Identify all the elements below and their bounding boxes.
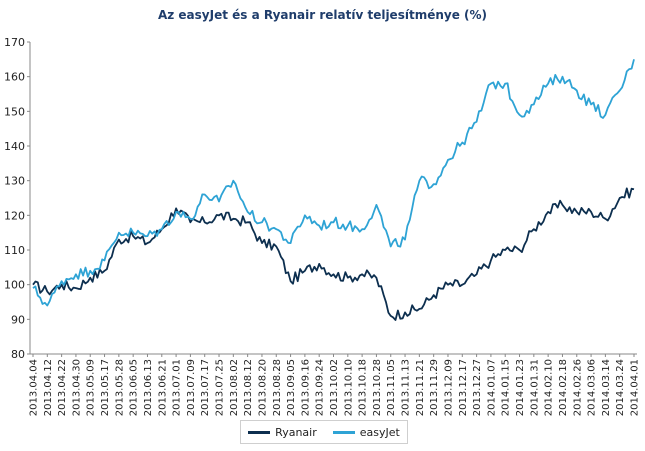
x-tick-label: 2013.09.16 (300, 359, 311, 416)
x-tick-label: 2014.01.31 (529, 359, 540, 416)
chart-title: Az easyJet és a Ryanair relatív teljesít… (157, 8, 488, 22)
chart-legend: Ryanair easyJet (240, 420, 408, 444)
x-tick-label: 2013.11.05 (386, 359, 397, 416)
x-tick-label: 2014.01.07 (486, 359, 497, 416)
x-tick-label: 2013.11.21 (415, 359, 426, 416)
y-tick-label: 140 (4, 140, 25, 153)
x-tick-label: 2014.02.18 (558, 359, 569, 416)
y-tick-label: 120 (4, 209, 25, 222)
x-tick-label: 2013.04.04 (29, 359, 40, 416)
legend-swatch-ryanair (248, 430, 271, 434)
x-tick-label: 2013.04.22 (57, 359, 68, 416)
legend-item-ryanair: Ryanair (248, 426, 317, 439)
x-tick-label: 2014.03.06 (587, 359, 598, 416)
x-tick-label: 2013.04.30 (71, 359, 82, 416)
x-tick-label: 2014.02.10 (544, 359, 555, 416)
y-tick-label: 150 (4, 105, 25, 118)
x-tick-label: 2013.12.17 (458, 359, 469, 416)
x-tick-label: 2013.07.25 (215, 359, 226, 416)
y-tick-label: 170 (4, 36, 25, 49)
y-tick-label: 160 (4, 71, 25, 84)
x-tick-label: 2013.05.17 (100, 359, 111, 416)
legend-item-easyjet: easyJet (332, 425, 400, 439)
y-tick-label: 110 (4, 244, 25, 257)
x-tick-label: 2013.06.05 (129, 359, 140, 416)
x-tick-label: 2013.12.09 (443, 359, 454, 416)
x-tick-label: 2013.09.24 (315, 359, 326, 416)
x-tick-label: 2013.04.12 (43, 359, 54, 416)
x-tick-label: 2013.05.28 (114, 359, 125, 416)
x-tick-label: 2013.07.01 (172, 359, 183, 416)
x-tick-label: 2014.03.14 (601, 359, 612, 416)
x-tick-label: 2013.05.09 (86, 359, 97, 416)
legend-label-easyjet: easyJet (359, 425, 400, 439)
x-tick-label: 2013.08.02 (229, 359, 240, 416)
x-tick-label: 2014.03.24 (615, 359, 626, 416)
x-tick-label: 2013.08.20 (257, 359, 268, 416)
y-tick-label: 90 (11, 313, 25, 326)
y-tick-label: 100 (4, 279, 25, 292)
x-tick-label: 2014.04.01 (630, 359, 641, 416)
x-tick-label: 2013.10.18 (358, 359, 369, 416)
y-tick-label: 80 (11, 348, 25, 361)
series-line-ryanair (32, 187, 635, 321)
x-tick-label: 2013.11.13 (401, 359, 412, 416)
x-tick-label: 2013.08.12 (243, 359, 254, 416)
y-tick-label: 130 (4, 175, 25, 188)
x-tick-label: 2014.01.23 (515, 359, 526, 416)
legend-swatch-easyjet (332, 430, 355, 434)
x-tick-label: 2013.12.27 (472, 359, 483, 416)
x-tick-label: 2013.10.28 (372, 359, 383, 416)
x-tick-label: 2013.09.05 (286, 359, 297, 416)
x-tick-label: 2013.10.10 (343, 359, 354, 416)
x-tick-label: 2013.11.29 (429, 359, 440, 416)
x-tick-label: 2014.02.26 (572, 359, 583, 416)
x-tick-label: 2013.08.28 (272, 359, 283, 416)
series-line-easyjet (32, 59, 635, 307)
legend-label-ryanair: Ryanair (275, 425, 317, 439)
x-tick-label: 2013.07.09 (186, 359, 197, 416)
x-tick-label: 2013.06.13 (143, 359, 154, 416)
x-tick-label: 2013.07.17 (200, 359, 211, 416)
x-tick-label: 2013.10.02 (329, 359, 340, 416)
x-tick-label: 2014.01.15 (501, 359, 512, 416)
x-tick-label: 2013.06.21 (157, 359, 168, 416)
